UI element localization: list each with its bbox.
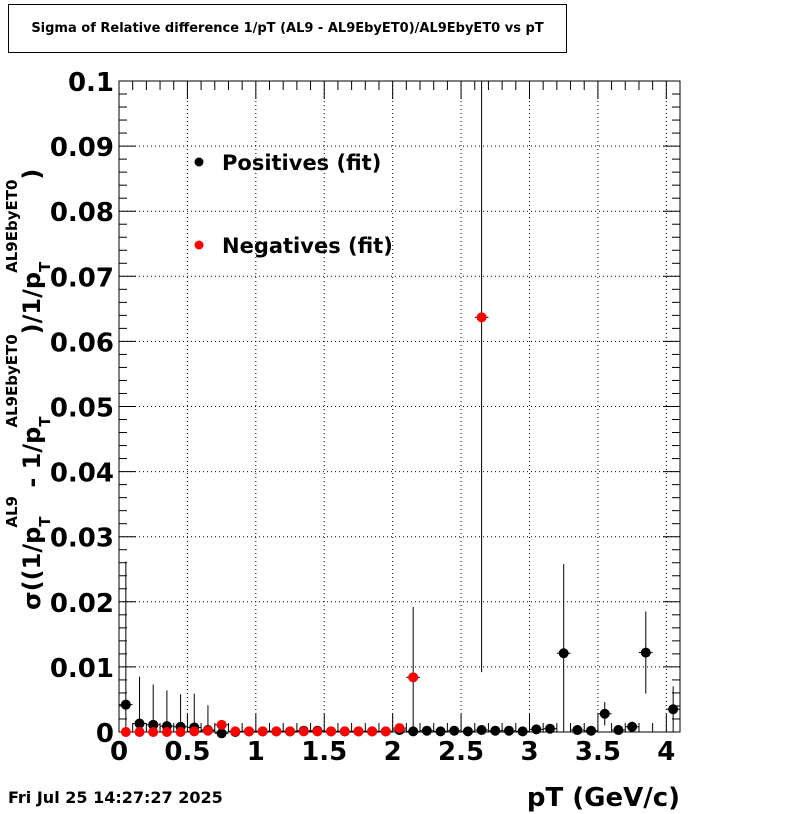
- data-point: [148, 727, 159, 737]
- x-axis: 0 0.5 1 1.5 2 2.5 3 3.5 4: [110, 81, 675, 767]
- data-point: [572, 725, 583, 736]
- x-axis-label: pT (GeV/c): [527, 783, 680, 813]
- x-tick-label: 2.5: [438, 737, 484, 767]
- data-point: [640, 647, 651, 658]
- data-point: [517, 726, 528, 737]
- chart-title: Sigma of Relative difference 1/pT (AL9 -…: [31, 21, 544, 36]
- legend-label: Negatives (fit): [222, 234, 393, 258]
- data-point: [134, 727, 145, 737]
- data-point: [161, 727, 172, 737]
- x-tick-label: 0.5: [164, 737, 210, 767]
- data-point: [230, 726, 241, 737]
- y-axis-label-part: )/1/p: [18, 272, 46, 334]
- data-point: [175, 727, 186, 737]
- x-tick-label: 0: [110, 737, 128, 767]
- data-point: [394, 723, 405, 734]
- data-point: [531, 724, 542, 735]
- y-axis: 0 0.01 0.02 0.03 0.04 0.05 0.06 0.07 0.08 0.09 0.1: [50, 68, 680, 749]
- y-tick-label: 0.05: [50, 394, 114, 424]
- data-point: [285, 726, 296, 737]
- data-point: [408, 672, 419, 683]
- legend-marker: [194, 157, 204, 167]
- data-point: [476, 312, 487, 323]
- x-tick-label: 2: [384, 737, 402, 767]
- y-tick-label: 0.02: [50, 589, 114, 619]
- data-point: [120, 699, 131, 710]
- y-axis-label-part: T: [36, 416, 54, 427]
- y-tick-label: 0.04: [50, 459, 114, 489]
- date-stamp: Fri Jul 25 14:27:27 2025: [8, 788, 223, 807]
- data-point: [476, 725, 487, 736]
- y-axis-label-part: - 1/p: [18, 427, 46, 496]
- y-axis-label-part: AL9EbyET0: [3, 334, 21, 427]
- data-point: [216, 719, 227, 730]
- data-point: [435, 726, 446, 737]
- data-point: [503, 725, 514, 736]
- data-point: [599, 708, 610, 719]
- legend: Positives (fit) Negatives (fit): [194, 151, 393, 258]
- x-tick-label: 3.5: [575, 737, 621, 767]
- y-axis-label: σ((1/pTAL9 - 1/pTAL9EbyET0)/1/pTAL9EbyET…: [3, 169, 54, 610]
- data-point: [586, 725, 597, 736]
- data-point: [339, 726, 350, 737]
- y-tick-label: 0.01: [50, 654, 114, 684]
- y-tick-label: 0.07: [50, 263, 114, 293]
- data-point: [353, 726, 364, 737]
- data-point: [367, 726, 378, 737]
- data-point: [627, 721, 638, 732]
- y-axis-label-part: AL9: [3, 496, 21, 528]
- x-tick-label: 1: [247, 737, 265, 767]
- y-tick-label: 0: [96, 719, 114, 749]
- data-point: [490, 725, 501, 736]
- y-tick-label: 0.1: [68, 68, 114, 98]
- y-axis-label-part: T: [36, 516, 54, 527]
- data-point: [189, 726, 200, 737]
- data-point: [613, 725, 624, 736]
- y-axis-label-part: AL9EbyET0: [3, 180, 21, 273]
- y-axis-label-text: σ((1/pTAL9 - 1/pTAL9EbyET0)/1/pTAL9EbyET…: [3, 169, 54, 610]
- data-point: [216, 728, 227, 739]
- data-point: [134, 718, 145, 729]
- data-marks: [119, 81, 680, 739]
- data-point: [326, 726, 337, 737]
- y-tick-label: 0.06: [50, 328, 114, 358]
- data-point: [421, 725, 432, 736]
- data-point: [298, 726, 309, 737]
- data-point: [312, 726, 323, 737]
- data-point: [449, 725, 460, 736]
- series-negatives: [119, 81, 489, 737]
- data-point: [668, 704, 679, 715]
- y-tick-label: 0.09: [50, 133, 114, 163]
- data-point: [462, 726, 473, 737]
- legend-marker: [194, 240, 204, 250]
- data-point: [271, 726, 282, 737]
- data-point: [202, 725, 213, 736]
- x-tick-label: 1.5: [301, 737, 347, 767]
- y-axis-label-part: ): [18, 169, 46, 180]
- data-point: [545, 723, 556, 734]
- y-tick-label: 0.03: [50, 524, 114, 554]
- data-point: [257, 726, 268, 737]
- data-point: [120, 727, 131, 737]
- series-positives: [119, 561, 680, 739]
- data-point: [243, 726, 254, 737]
- legend-label: Positives (fit): [222, 151, 381, 175]
- x-tick-label: 3: [520, 737, 538, 767]
- data-point: [380, 726, 391, 737]
- data-point: [558, 648, 569, 659]
- y-axis-label-part: σ((1/p: [18, 527, 46, 610]
- y-axis-label-part: T: [36, 261, 54, 272]
- grid-lines: [119, 81, 680, 732]
- x-tick-label: 4: [657, 737, 675, 767]
- chart-title-box: Sigma of Relative difference 1/pT (AL9 -…: [8, 4, 567, 53]
- y-tick-label: 0.08: [50, 198, 114, 228]
